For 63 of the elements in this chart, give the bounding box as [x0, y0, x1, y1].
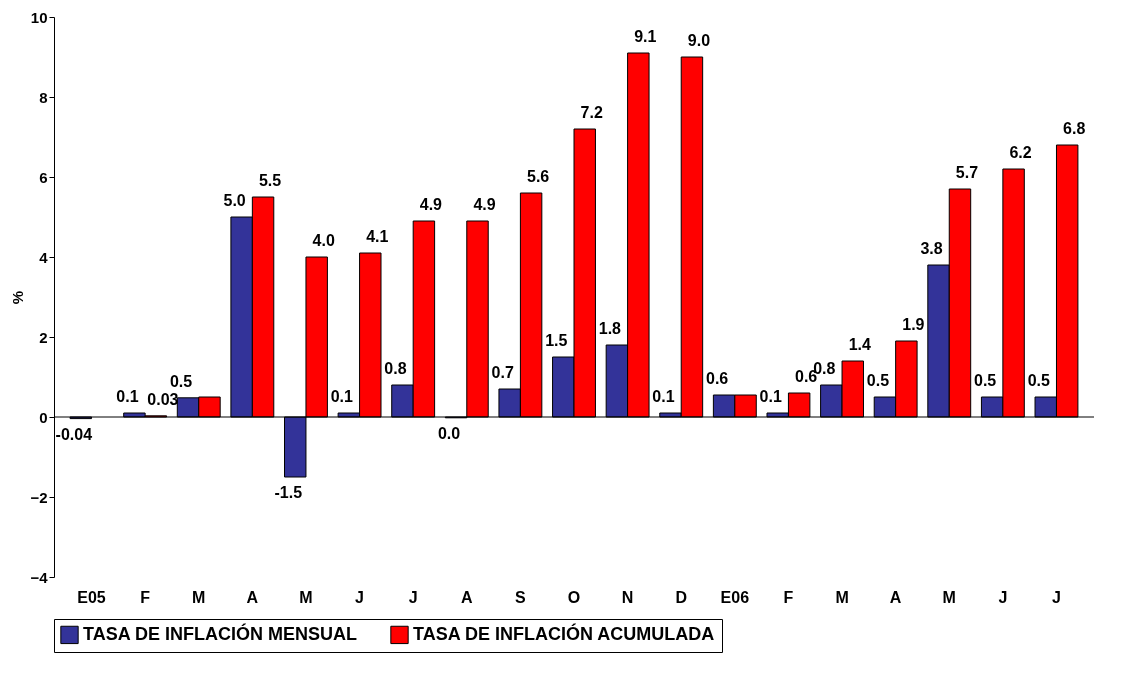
- data-label: 6.2: [1009, 144, 1032, 161]
- data-label: 4.0: [312, 232, 335, 249]
- data-label: 1.9: [902, 316, 925, 333]
- y-tick-label: 4: [39, 248, 49, 266]
- y-tick-label: 8: [39, 88, 48, 106]
- data-label: 9.1: [634, 28, 657, 45]
- data-label: 1.4: [848, 336, 871, 353]
- y-axis-title: %: [9, 290, 27, 305]
- data-label: 0.1: [652, 388, 675, 405]
- data-label: 0.6: [705, 370, 729, 387]
- data-label: 5.7: [955, 164, 979, 181]
- y-tick-label: 0: [39, 408, 48, 426]
- data-label: 4.9: [473, 196, 496, 213]
- x-tick-label: E05: [77, 588, 106, 606]
- x-tick-label: E06: [720, 588, 750, 606]
- data-label: 0.7: [491, 364, 514, 381]
- x-tick-label: S: [515, 588, 527, 606]
- x-tick-label: J: [1052, 588, 1061, 606]
- y-tick-label: −4: [30, 568, 49, 586]
- data-label: 0.8: [384, 360, 407, 377]
- y-tick-label: 6: [39, 168, 48, 186]
- data-label: 0.1: [759, 388, 782, 405]
- data-label: 0.1: [330, 388, 354, 405]
- x-tick-label: M: [299, 588, 313, 606]
- x-tick-label: J: [408, 588, 418, 606]
- data-label: 5.5: [258, 172, 282, 189]
- legend-label: TASA DE INFLACIÓN ACUMULADA: [413, 622, 715, 644]
- data-label: 1.5: [545, 332, 568, 349]
- x-tick-label: J: [998, 588, 1008, 606]
- x-tick-label: F: [140, 588, 151, 606]
- data-label: 0.5: [169, 372, 193, 390]
- x-tick-label: A: [889, 588, 902, 606]
- data-label: 4.9: [419, 196, 443, 213]
- x-tick-label: M: [835, 588, 849, 606]
- x-tick-label: A: [246, 588, 259, 606]
- x-tick-label: M: [942, 588, 956, 606]
- data-label: -0.04: [55, 425, 93, 443]
- data-label: -1.5: [274, 484, 303, 501]
- x-tick-label: N: [621, 588, 634, 606]
- data-label: 9.0: [687, 32, 711, 49]
- data-label: 0.0: [437, 424, 461, 442]
- y-tick-label: −2: [30, 488, 48, 506]
- x-tick-label: O: [567, 588, 581, 606]
- x-tick-label: F: [783, 588, 794, 606]
- data-label: 5.6: [526, 168, 550, 185]
- x-tick-label: D: [675, 588, 687, 606]
- data-label: 5.0: [223, 192, 246, 209]
- data-label: 0.5: [866, 372, 890, 389]
- x-tick-label: J: [355, 588, 365, 606]
- data-label: 1.8: [598, 320, 622, 337]
- data-label: 0.5: [1027, 372, 1050, 389]
- data-label: 7.2: [580, 104, 603, 121]
- y-tick-label: 2: [39, 328, 48, 346]
- y-tick-label: 10: [30, 8, 48, 26]
- data-label: 6.8: [1063, 120, 1086, 137]
- data-label: 0.5: [974, 372, 997, 389]
- data-label: 4.1: [366, 228, 389, 245]
- x-tick-label: M: [192, 588, 206, 606]
- data-label: 0.1: [116, 388, 139, 405]
- legend-label: TASA DE INFLACIÓN MENSUAL: [83, 622, 357, 644]
- data-label: 0.03: [147, 390, 179, 408]
- data-label: 3.8: [920, 240, 943, 257]
- x-tick-label: A: [461, 588, 473, 606]
